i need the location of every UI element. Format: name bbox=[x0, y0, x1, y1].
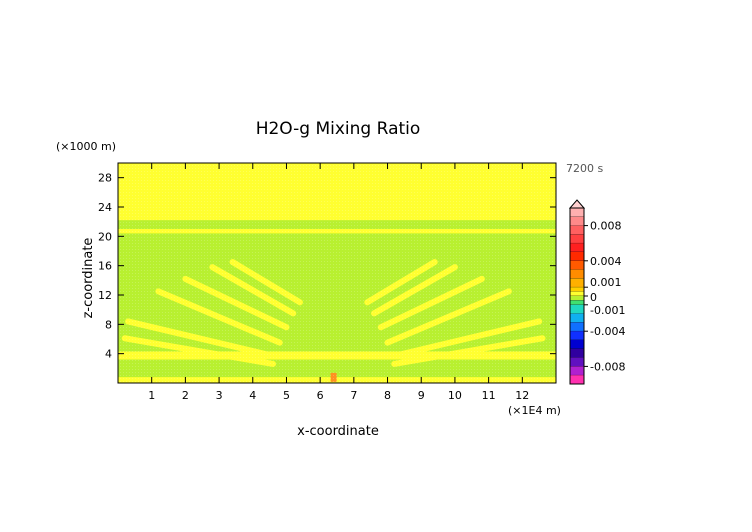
colorbar-band-21 bbox=[570, 375, 584, 384]
colorbar-tick-label: -0.008 bbox=[590, 360, 625, 373]
plot-frame bbox=[117, 162, 557, 384]
colorbar-band-13 bbox=[570, 304, 584, 314]
colorbar-band-4 bbox=[570, 243, 584, 252]
x-tick-label: 8 bbox=[384, 389, 391, 402]
x-tick-label: 2 bbox=[182, 389, 189, 402]
colorbar-band-1 bbox=[570, 216, 584, 226]
chart-title: H2O-g Mixing Ratio bbox=[256, 119, 421, 139]
y-tick-label: 12 bbox=[98, 289, 112, 302]
colorbar-band-17 bbox=[570, 340, 584, 349]
colorbar: 0.008 0.004 0.001 0-0.001 -0.004 -0.008 bbox=[568, 199, 625, 385]
colorbar-band-0 bbox=[570, 208, 584, 217]
colorbar-band-5 bbox=[570, 252, 584, 261]
colorbar-band-6 bbox=[570, 260, 584, 270]
x-tick-label: 5 bbox=[283, 389, 290, 402]
x-tick-label: 9 bbox=[418, 389, 425, 402]
colorbar-tick-label: 0.008 bbox=[590, 220, 622, 233]
colorbar-band-18 bbox=[570, 348, 584, 358]
x-tick-label: 6 bbox=[317, 389, 324, 402]
y-tick-label: 8 bbox=[105, 318, 112, 331]
y-axis-title: z-coordinate bbox=[81, 238, 96, 319]
colorbar-band-20 bbox=[570, 366, 584, 376]
colorbar-band-3 bbox=[570, 234, 584, 244]
colorbar-overflow-arrow bbox=[568, 199, 586, 209]
y-tick-label: 20 bbox=[98, 230, 112, 243]
y-tick-label: 28 bbox=[98, 172, 112, 185]
colorbar-band-8 bbox=[570, 278, 584, 288]
y-tick-label: 24 bbox=[98, 201, 112, 214]
colorbar-band-2 bbox=[570, 225, 584, 235]
x-tick-label: 3 bbox=[216, 389, 223, 402]
time-label: 7200 s bbox=[566, 162, 603, 175]
colorbar-tick-label: 0.001 bbox=[590, 276, 622, 289]
colorbar-tick-label: 0 bbox=[590, 291, 597, 304]
colorbar-band-16 bbox=[570, 331, 584, 340]
x-tick-label: 4 bbox=[249, 389, 256, 402]
y-tick-label: 16 bbox=[98, 260, 112, 273]
colorbar-band-12 bbox=[570, 300, 584, 305]
colorbar-band-14 bbox=[570, 313, 584, 323]
heatmap-area bbox=[118, 163, 556, 383]
field-texture bbox=[118, 163, 556, 383]
colorbar-tick-label: 0.004 bbox=[590, 255, 622, 268]
x-tick-label: 10 bbox=[448, 389, 462, 402]
y-axis: 4 8 12 16 20 24 28 bbox=[98, 172, 556, 361]
x-tick-label: 1 bbox=[148, 389, 155, 402]
x-tick-label: 12 bbox=[515, 389, 529, 402]
colorbar-band-10 bbox=[570, 291, 584, 296]
colorbar-band-9 bbox=[570, 287, 584, 292]
x-unit-label: (×1E4 m) bbox=[508, 404, 561, 417]
x-axis: 1 2 3 4 5 6 7 8 9 10 11 12 bbox=[148, 163, 529, 402]
x-axis-title: x-coordinate bbox=[297, 424, 379, 439]
colorbar-tick-label: -0.001 bbox=[590, 304, 625, 317]
colorbar-tick-label: -0.004 bbox=[590, 325, 625, 338]
colorbar-band-11 bbox=[570, 296, 584, 301]
x-tick-label: 7 bbox=[350, 389, 357, 402]
y-tick-label: 4 bbox=[105, 348, 112, 361]
x-tick-label: 11 bbox=[482, 389, 496, 402]
colorbar-band-7 bbox=[570, 269, 584, 279]
colorbar-band-19 bbox=[570, 357, 584, 367]
colorbar-band-15 bbox=[570, 322, 584, 332]
y-unit-label: (×1000 m) bbox=[56, 140, 116, 153]
